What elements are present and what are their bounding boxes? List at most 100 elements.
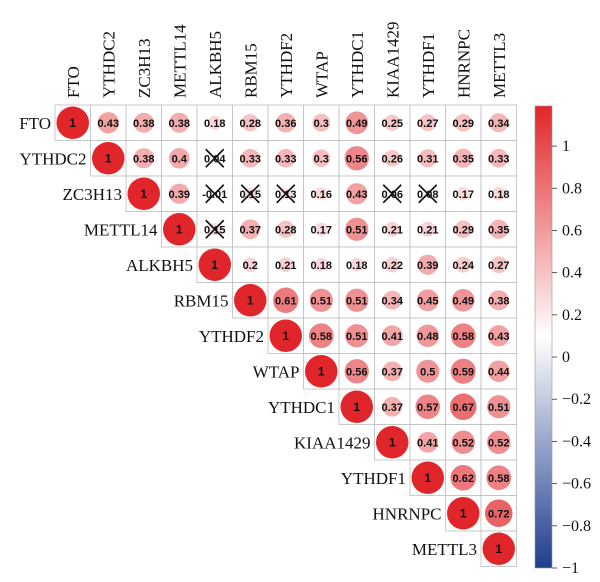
corr-value-rbm15-rbm15: 1 bbox=[247, 293, 254, 307]
corr-circle-ythdc1-mettl3 bbox=[487, 395, 511, 419]
corr-circle-ythdc2-ythdc1 bbox=[344, 146, 369, 171]
corr-circle-alkbh5-hnrnpc bbox=[455, 256, 472, 273]
corr-circle-rbm15-hnrnpc bbox=[451, 288, 475, 312]
corr-circle-ythdc1-kiaa1429 bbox=[382, 396, 403, 417]
corr-value-wtap-wtap: 1 bbox=[318, 364, 325, 378]
colorbar-tick-label: 1 bbox=[562, 138, 570, 155]
corr-circle-rbm15-kiaa1429 bbox=[382, 290, 402, 310]
row-label-rbm15: RBM15 bbox=[174, 291, 229, 310]
col-label-ythdc2: YTHDC2 bbox=[99, 31, 118, 98]
corr-value-mettl14-wtap: 0.17 bbox=[311, 224, 332, 236]
corr-value-ythdc2-ythdf2: 0.33 bbox=[275, 153, 296, 165]
corr-circle-zc3h13-mettl14 bbox=[169, 183, 190, 204]
corr-value-ythdc2-kiaa1429: 0.26 bbox=[382, 153, 403, 165]
corr-value-ythdf2-kiaa1429: 0.41 bbox=[382, 331, 403, 343]
corr-circle-zc3h13-ythdc1 bbox=[346, 183, 368, 205]
cell-wtap-mettl3 bbox=[480, 353, 517, 390]
corr-value-fto-ythdc1: 0.49 bbox=[346, 118, 367, 130]
corr-value-fto-alkbh5: 0.18 bbox=[204, 118, 225, 130]
corr-value-ythdf1-ythdf1: 1 bbox=[424, 471, 431, 485]
corr-circle-mettl14-ythdc1 bbox=[345, 217, 369, 241]
row-label-alkbh5: ALKBH5 bbox=[126, 256, 193, 275]
corr-circle-kiaa1429-ythdf1 bbox=[417, 431, 439, 453]
corr-circle-fto-mettl14 bbox=[169, 112, 190, 133]
corr-value-ythdc1-kiaa1429: 0.37 bbox=[382, 402, 403, 414]
corr-value-alkbh5-alkbh5: 1 bbox=[211, 258, 218, 272]
insignificant-cross-icon bbox=[418, 184, 438, 204]
corr-value-ythdc2-wtap: 0.3 bbox=[314, 153, 329, 165]
row-label-ythdf2: YTHDF2 bbox=[199, 327, 264, 346]
col-label-kiaa1429: KIAA1429 bbox=[383, 22, 402, 99]
corr-value-wtap-ythdf1: 0.5 bbox=[420, 366, 435, 378]
corr-circle-alkbh5-mettl3 bbox=[490, 256, 508, 274]
corr-value-fto-hnrnpc: 0.29 bbox=[453, 118, 474, 130]
corr-value-mettl14-mettl14: 1 bbox=[176, 222, 183, 236]
corr-value-ythdc2-zc3h13: 0.38 bbox=[133, 153, 154, 165]
corr-value-ythdf2-mettl3: 0.43 bbox=[488, 331, 509, 343]
col-label-ythdf1: YTHDF1 bbox=[419, 33, 438, 98]
corr-circle-mettl14-kiaa1429 bbox=[384, 221, 400, 237]
colorbar-tick-label: 0.8 bbox=[562, 180, 582, 197]
corr-circle-ythdc2-ythdc2 bbox=[92, 142, 125, 175]
corr-circle-fto-kiaa1429 bbox=[384, 114, 401, 131]
corr-circle-ythdf2-hnrnpc bbox=[450, 323, 476, 349]
corr-value-ythdf2-wtap: 0.58 bbox=[311, 331, 332, 343]
corr-value-ythdf2-ythdf1: 0.48 bbox=[417, 331, 438, 343]
row-label-zc3h13: ZC3H13 bbox=[63, 185, 123, 204]
corr-circle-mettl14-mettl14 bbox=[163, 213, 196, 246]
corr-circle-ythdf2-wtap bbox=[308, 323, 334, 349]
corr-circle-fto-hnrnpc bbox=[454, 113, 473, 132]
corr-value-rbm15-hnrnpc: 0.49 bbox=[453, 295, 474, 307]
row-label-mettl3: METTL3 bbox=[412, 540, 477, 559]
corr-circle-ythdc1-ythdc1 bbox=[340, 390, 373, 423]
corr-circle-fto-ythdc1 bbox=[345, 111, 369, 135]
colorbar-tick-label: −1 bbox=[562, 560, 579, 577]
corr-value-alkbh5-rbm15: 0.2 bbox=[243, 260, 258, 272]
corr-value-ythdc2-rbm15: 0.33 bbox=[240, 153, 261, 165]
correlation-grid: 1 0.43 0.38 0.38 0.18 0.28 0.36 0.3 0.49 0.25 0.27… bbox=[54, 104, 517, 567]
corr-circle-kiaa1429-kiaa1429 bbox=[376, 426, 409, 459]
corr-circle-rbm15-mettl3 bbox=[488, 290, 509, 311]
cell-mettl14-alkbh5 bbox=[196, 211, 233, 248]
corr-value-kiaa1429-mettl3: 0.52 bbox=[488, 437, 509, 449]
corr-value-rbm15-wtap: 0.51 bbox=[311, 295, 332, 307]
corr-circle-alkbh5-alkbh5 bbox=[198, 248, 231, 281]
corr-value-mettl14-rbm15: 0.37 bbox=[240, 224, 261, 236]
corr-value-fto-fto: 1 bbox=[69, 116, 76, 130]
corr-value-fto-mettl14: 0.38 bbox=[169, 118, 190, 130]
col-label-wtap: WTAP bbox=[312, 51, 331, 98]
corr-circle-alkbh5-rbm15 bbox=[242, 257, 258, 273]
corr-circle-ythdc2-rbm15 bbox=[240, 148, 260, 168]
corr-value-ythdc2-ythdf1: 0.31 bbox=[417, 153, 438, 165]
corr-circle-rbm15-ythdf2 bbox=[273, 287, 299, 313]
corr-circle-fto-zc3h13 bbox=[133, 112, 154, 133]
colorbar-tick-label: −0.4 bbox=[562, 433, 591, 450]
corr-circle-fto-ythdc2 bbox=[97, 112, 119, 134]
corr-circle-mettl3-mettl3 bbox=[482, 532, 515, 565]
corr-value-fto-mettl3: 0.34 bbox=[488, 118, 510, 130]
corr-circle-kiaa1429-hnrnpc bbox=[451, 430, 475, 454]
corr-value-ythdc1-ythdc1: 1 bbox=[353, 400, 360, 414]
corr-value-zc3h13-mettl14: 0.39 bbox=[169, 189, 190, 201]
corr-circle-fto-wtap bbox=[312, 113, 331, 132]
corr-circle-wtap-wtap bbox=[305, 355, 338, 388]
corr-value-fto-ythdc2: 0.43 bbox=[98, 118, 119, 130]
cell-ythdc1-mettl3 bbox=[480, 388, 517, 425]
corr-circle-wtap-ythdf1 bbox=[416, 359, 440, 383]
corr-value-alkbh5-ythdf2: 0.21 bbox=[275, 260, 296, 272]
corr-circle-mettl14-mettl3 bbox=[489, 219, 509, 239]
insignificant-cross-icon bbox=[382, 184, 402, 204]
corr-circle-ythdc2-wtap bbox=[312, 149, 331, 168]
corr-value-ythdf2-ythdc1: 0.51 bbox=[346, 331, 367, 343]
corr-circle-alkbh5-kiaa1429 bbox=[384, 257, 400, 273]
colorbar-tick-label: −0.8 bbox=[562, 518, 591, 535]
corr-circle-zc3h13-zc3h13 bbox=[127, 177, 160, 210]
column-labels: FTO YTHDC2 ZC3H13 METTL14 ALKBH5 RBM15 YTHDF2 W… bbox=[64, 22, 509, 99]
corr-circle-ythdf2-ythdc1 bbox=[345, 324, 369, 348]
corr-circle-rbm15-wtap bbox=[309, 288, 333, 312]
corr-circle-zc3h13-wtap bbox=[314, 187, 328, 201]
col-label-rbm15: RBM15 bbox=[241, 43, 260, 98]
corr-circle-ythdc2-ythdf2 bbox=[276, 148, 296, 168]
corr-value-ythdc2-mettl14: 0.4 bbox=[172, 153, 188, 165]
cell-alkbh5-kiaa1429 bbox=[374, 246, 411, 283]
